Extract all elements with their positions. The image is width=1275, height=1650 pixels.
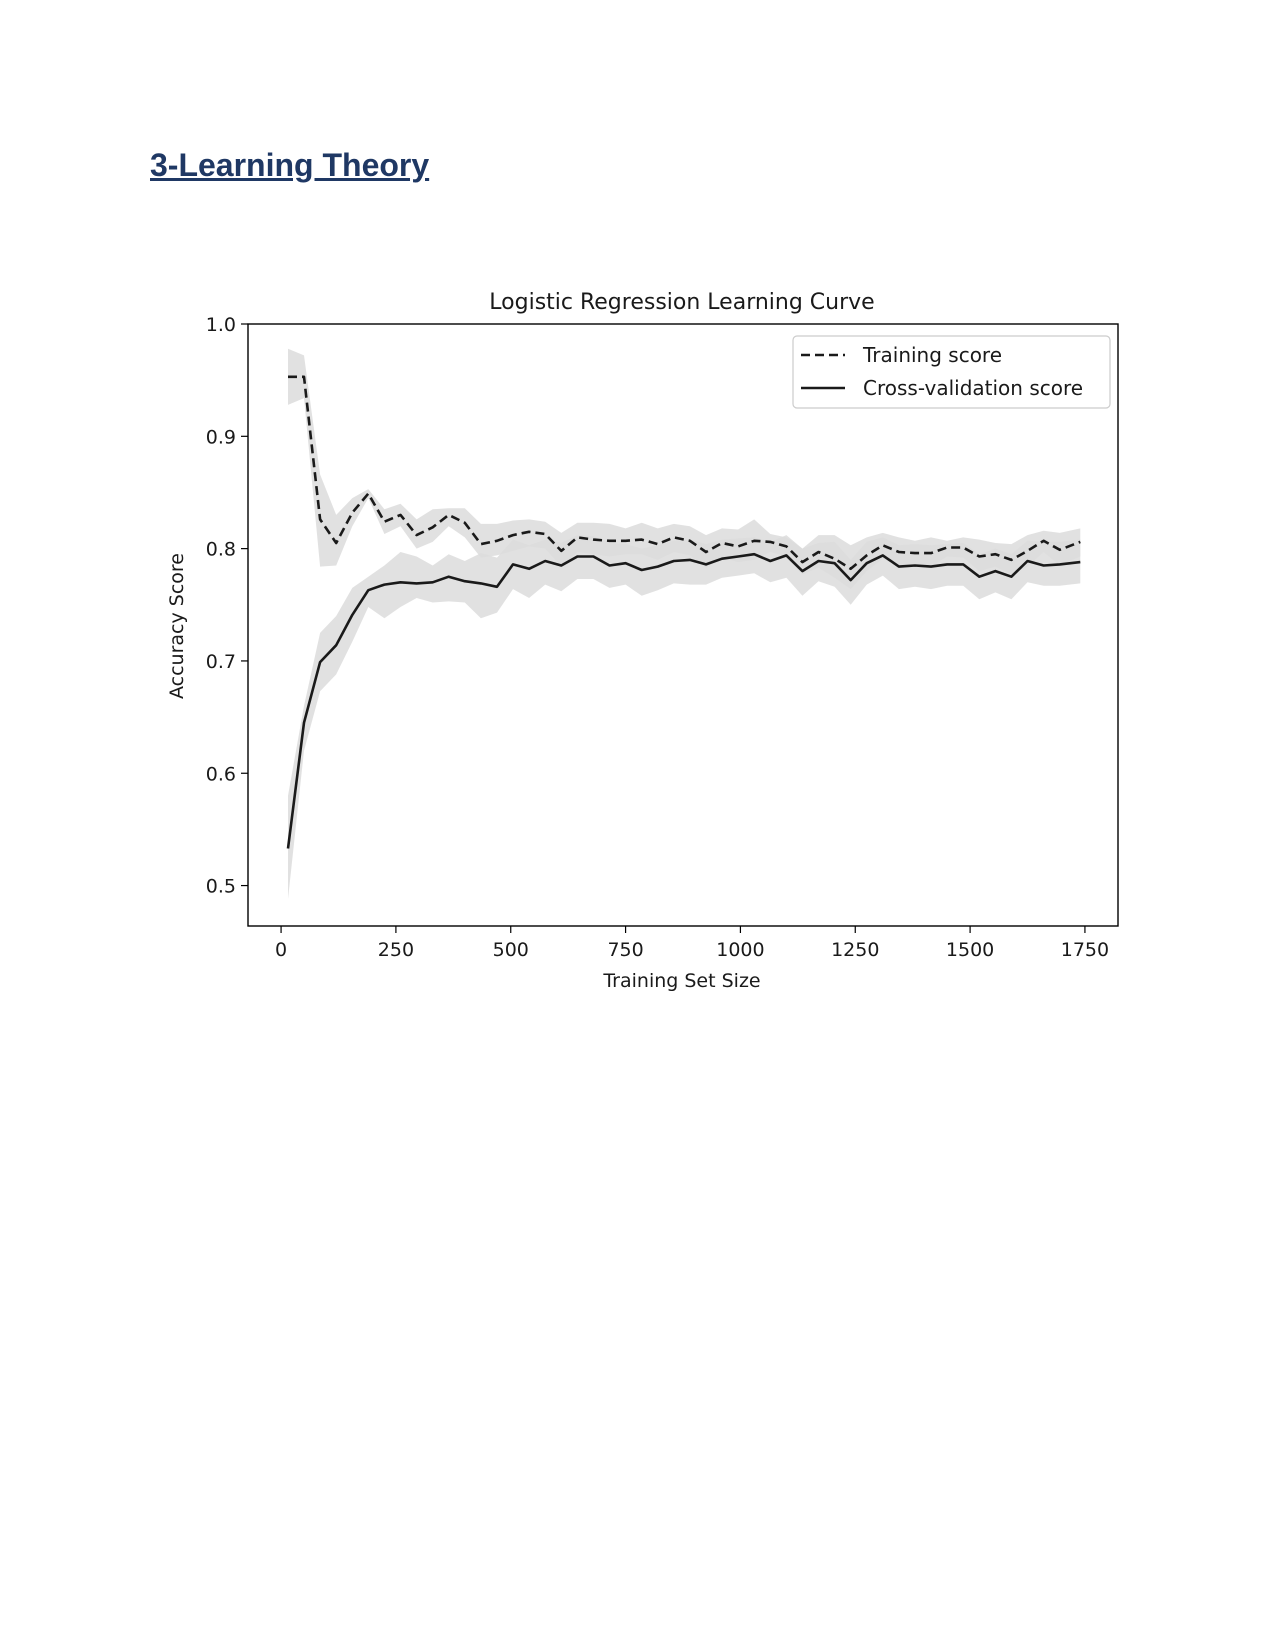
training-score-line	[288, 375, 1081, 571]
x-tick-label: 0	[275, 939, 287, 961]
document-heading: 3-Learning Theory	[150, 147, 430, 183]
x-tick-label: 1250	[831, 939, 879, 961]
x-tick-label: 1500	[946, 939, 994, 961]
x-tick-label: 500	[493, 939, 529, 961]
cross-validation-score-line	[286, 552, 1081, 849]
y-tick-label: 0.9	[206, 426, 236, 448]
plot-frame	[247, 323, 1119, 927]
training-legend-label: Training score	[862, 343, 1002, 367]
y-axis-label: Accuracy Score	[166, 553, 188, 699]
y-tick-label: 1.0	[206, 314, 236, 336]
confidence-bands	[288, 348, 1081, 899]
legend-box	[792, 335, 1111, 409]
chart-axes: 0 250 500 750 1000 1250 1500 1750 0.5 0.6 0.7 0.8 0.…	[206, 314, 1119, 961]
cross-validation-score-band	[288, 535, 1081, 899]
y-tick-label: 0.8	[206, 539, 236, 561]
x-tick-label: 250	[378, 939, 414, 961]
y-tick-label: 0.5	[206, 876, 236, 898]
x-tick-label: 1000	[716, 939, 764, 961]
y-tick-label: 0.7	[206, 651, 236, 673]
cross-validation-legend-label: Cross-validation score	[863, 376, 1083, 400]
x-tick-label: 750	[607, 939, 643, 961]
chart-legend: Training score Cross-validation score	[792, 335, 1111, 409]
series-lines	[286, 375, 1081, 849]
chart-title: Logistic Regression Learning Curve	[489, 290, 874, 315]
x-tick-label: 1750	[1061, 939, 1109, 961]
y-tick-label: 0.6	[206, 763, 236, 785]
training-score-band	[288, 348, 1081, 590]
x-axis-label: Training Set Size	[602, 970, 760, 992]
